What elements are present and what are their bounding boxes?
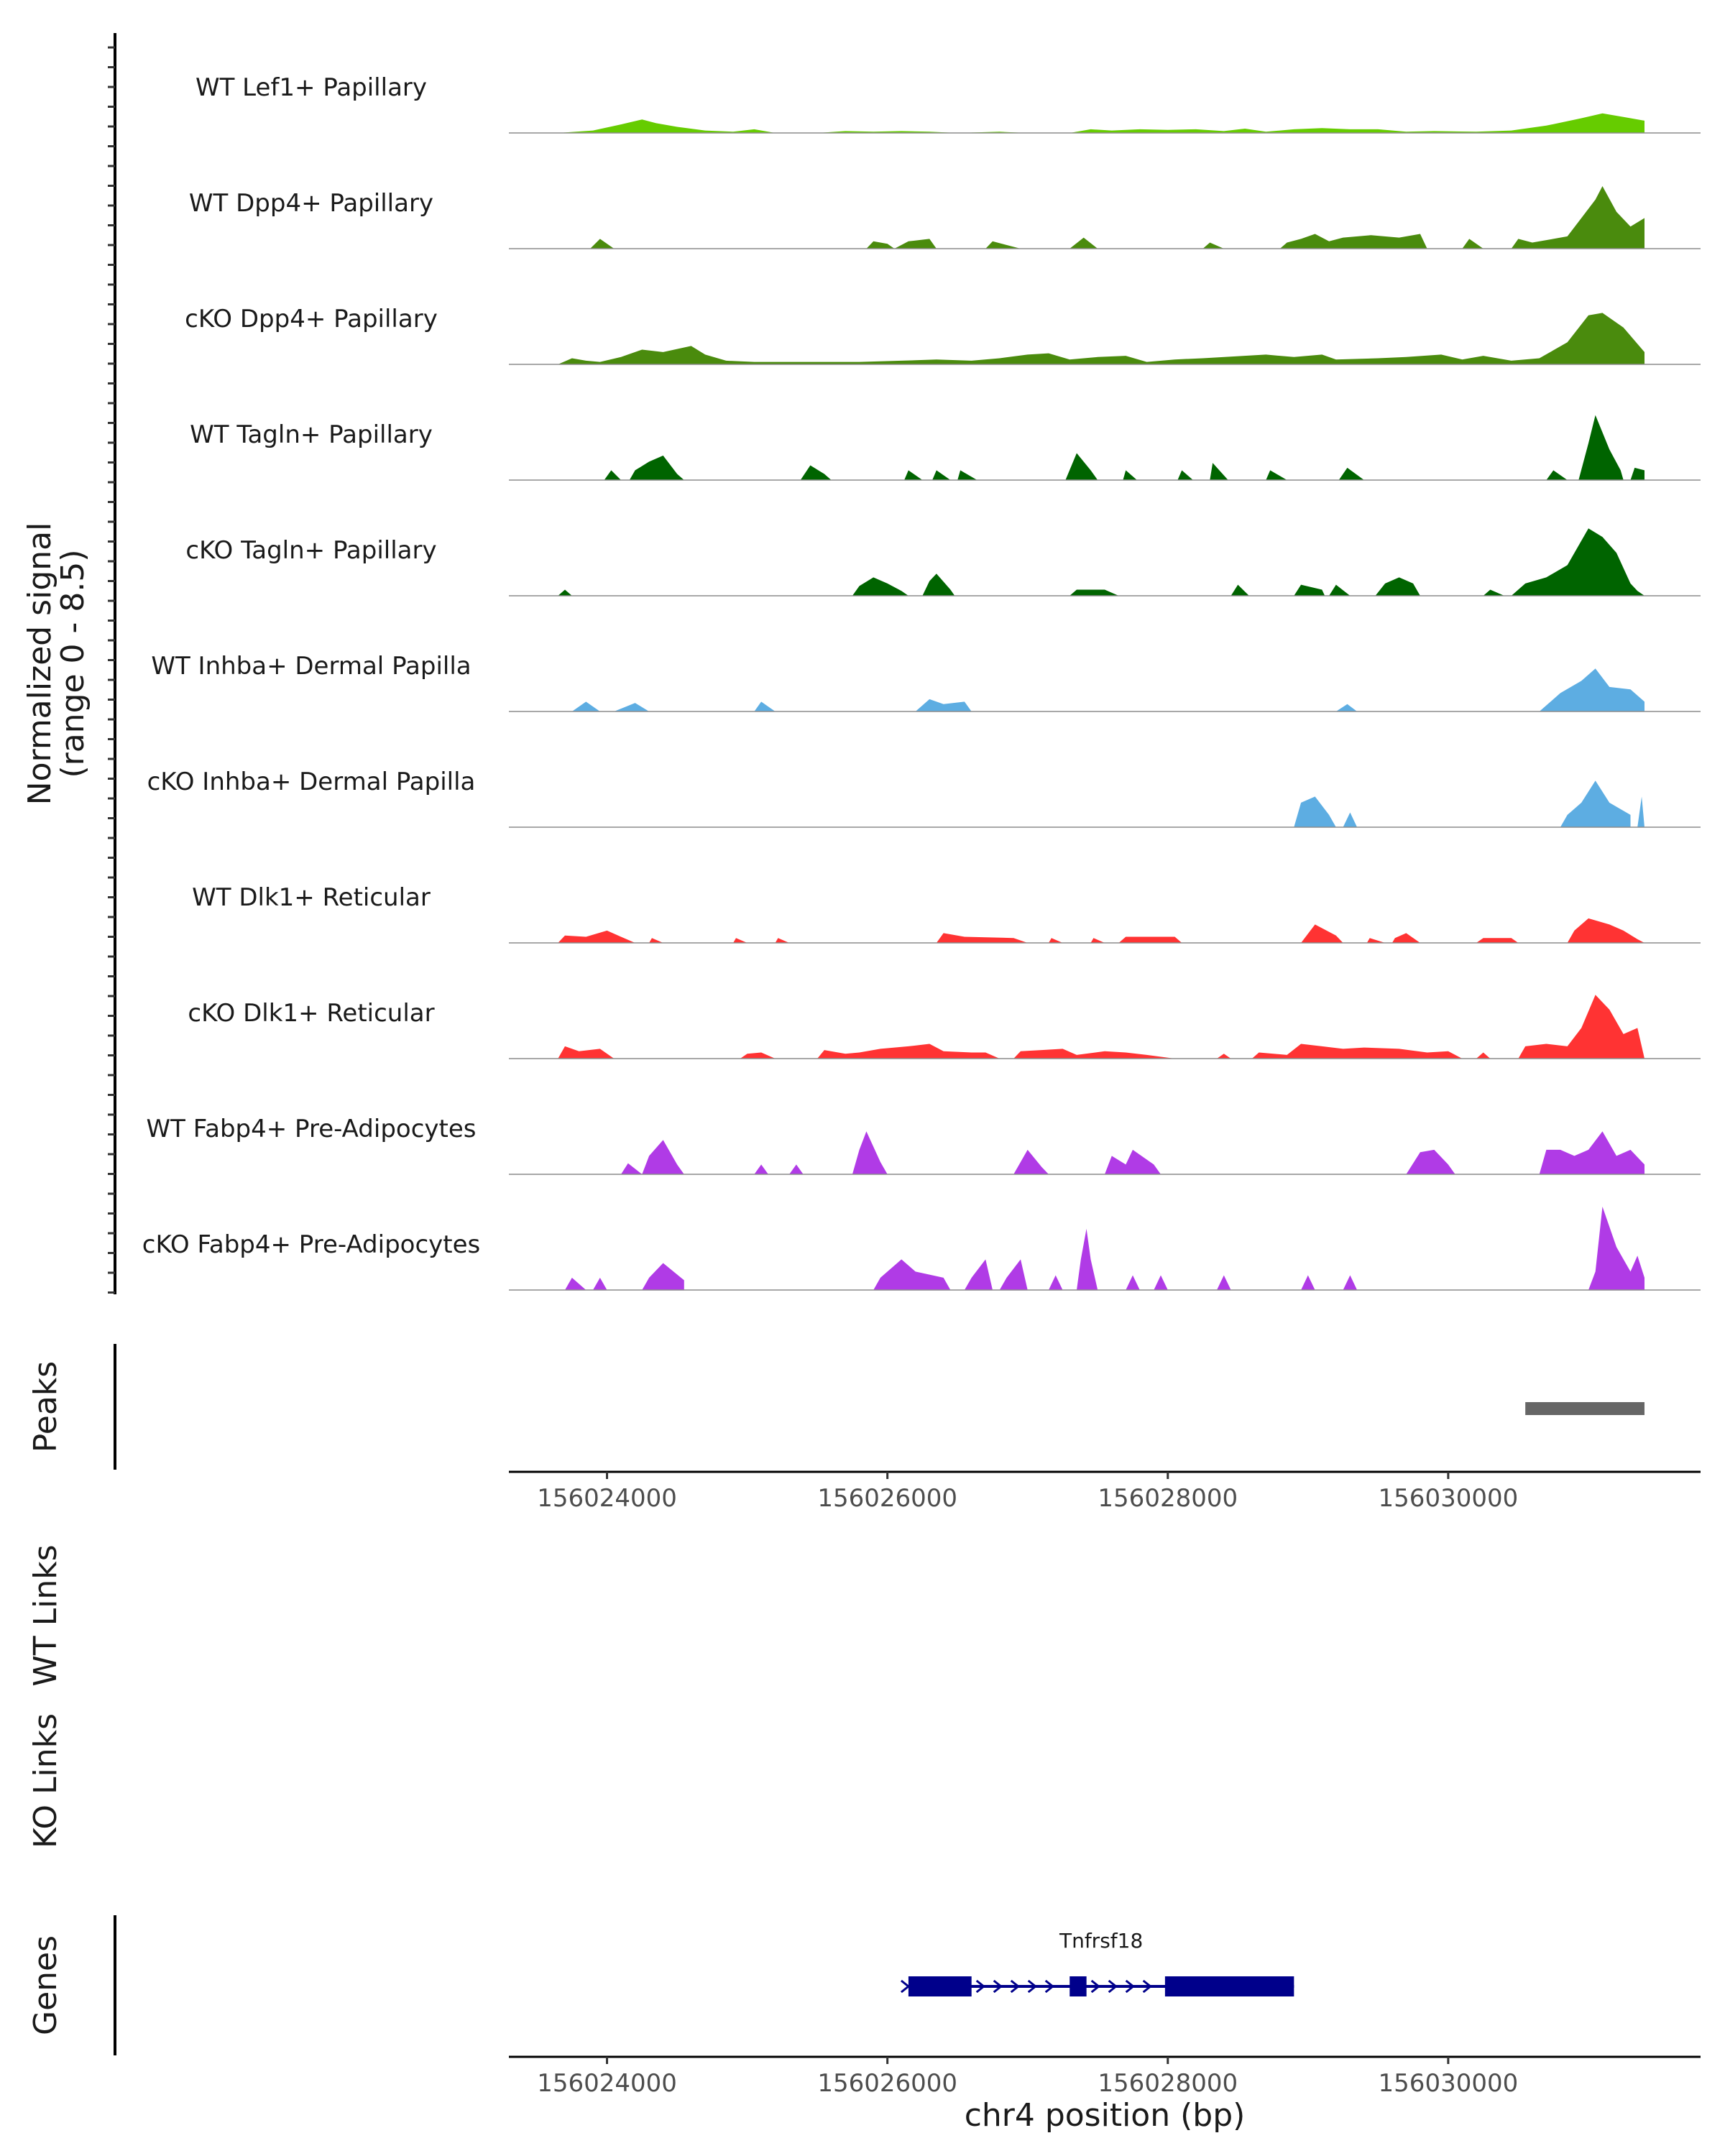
y-axis-title-line1: Normalized signal bbox=[22, 522, 58, 806]
track-label: cKO Tagln+ Papillary bbox=[185, 536, 436, 565]
track-1: WT Lef1+ Papillary bbox=[196, 73, 1701, 134]
tracks-layer: WT Lef1+ Papillary WT Dpp4+ Papillary cKO … bbox=[142, 73, 1701, 1291]
links-layer: WT Links KO Links bbox=[27, 1544, 64, 1848]
track-label: WT Dpp4+ Papillary bbox=[189, 189, 433, 218]
coverage-area bbox=[571, 668, 1644, 711]
y-axis-title-line2: (range 0 - 8.5) bbox=[55, 549, 91, 778]
peak-bar bbox=[1525, 1402, 1644, 1415]
strand-chevron bbox=[1010, 1979, 1021, 1994]
track-label: WT Dlk1+ Reticular bbox=[192, 883, 431, 912]
coverage-area bbox=[558, 113, 1644, 133]
track-5: cKO Tagln+ Papillary bbox=[185, 528, 1701, 596]
track-9: cKO Dlk1+ Reticular bbox=[188, 995, 1701, 1059]
strand-chevron bbox=[1108, 1979, 1118, 1994]
x-tick-label: 156026000 bbox=[817, 1484, 957, 1513]
gene-exon bbox=[1164, 1976, 1294, 1996]
strand-chevron bbox=[900, 1979, 911, 1994]
coverage-area bbox=[621, 1131, 1644, 1174]
strand-chevron bbox=[1044, 1979, 1055, 1994]
coverage-area bbox=[558, 313, 1644, 364]
x-tick-label: 156030000 bbox=[1379, 1484, 1519, 1513]
track-label: cKO Dlk1+ Reticular bbox=[188, 999, 434, 1028]
axes-layer: 156024000 156026000 156028000 1560300001560… bbox=[509, 1470, 1701, 2134]
coverage-area bbox=[558, 528, 1644, 596]
x-tick-label: 156024000 bbox=[537, 2069, 677, 2098]
strand-chevron bbox=[1027, 1979, 1038, 1994]
track-4: WT Tagln+ Papillary bbox=[190, 415, 1701, 481]
track-label: WT Inhba+ Dermal Papilla bbox=[151, 652, 471, 681]
track-label: WT Fabp4+ Pre-Adipocytes bbox=[147, 1115, 477, 1143]
track-10: WT Fabp4+ Pre-Adipocytes bbox=[147, 1115, 1701, 1175]
track-2: WT Dpp4+ Papillary bbox=[189, 186, 1701, 249]
coverage-area bbox=[565, 1207, 1644, 1290]
links-panel-label: KO Links bbox=[27, 1713, 64, 1848]
coverage-area bbox=[590, 186, 1644, 249]
track-label: cKO Inhba+ Dermal Papilla bbox=[147, 768, 476, 796]
track-11: cKO Fabp4+ Pre-Adipocytes bbox=[142, 1207, 1701, 1291]
genes-panel-label: Genes bbox=[27, 1935, 64, 2035]
gene-exon bbox=[908, 1976, 972, 1996]
x-tick-label: 156026000 bbox=[817, 2069, 957, 2098]
track-6: WT Inhba+ Dermal Papilla bbox=[151, 652, 1701, 712]
gene-model: Tnfrsf18 bbox=[900, 1929, 1294, 1996]
x-tick-label: 156024000 bbox=[537, 1484, 677, 1513]
x-tick-label: 156030000 bbox=[1379, 2069, 1519, 2098]
track-7: cKO Inhba+ Dermal Papilla bbox=[147, 768, 1701, 828]
track-3: cKO Dpp4+ Papillary bbox=[185, 305, 1701, 365]
gene-name-label: Tnfrsf18 bbox=[1059, 1929, 1143, 1953]
strand-chevron bbox=[975, 1979, 986, 1994]
left-axis-layer: Normalized signal(range 0 - 8.5) bbox=[22, 33, 116, 1294]
gene-exon bbox=[1070, 1976, 1087, 1996]
coverage-area bbox=[604, 415, 1644, 480]
coverage-area bbox=[558, 995, 1644, 1059]
coverage-area bbox=[1294, 780, 1644, 827]
x-tick-label: 156028000 bbox=[1098, 1484, 1238, 1513]
track-label: cKO Dpp4+ Papillary bbox=[185, 305, 438, 333]
genes-x-axis: 156024000 156026000 156028000 156030000 bbox=[509, 2055, 1701, 2098]
peaks-x-axis: 156024000 156026000 156028000 156030000 bbox=[509, 1470, 1701, 1513]
track-label: cKO Fabp4+ Pre-Adipocytes bbox=[142, 1230, 481, 1259]
strand-chevron bbox=[993, 1979, 1003, 1994]
strand-chevron bbox=[1090, 1979, 1101, 1994]
track-label: WT Tagln+ Papillary bbox=[190, 420, 433, 449]
strand-chevron bbox=[1125, 1979, 1136, 1994]
track-label: WT Lef1+ Papillary bbox=[196, 73, 427, 102]
track-8: WT Dlk1+ Reticular bbox=[192, 883, 1701, 944]
genes-layer: Genes Tnfrsf18 bbox=[27, 1915, 1294, 2055]
strand-chevron bbox=[1142, 1979, 1153, 1994]
links-panel-label: WT Links bbox=[27, 1544, 64, 1686]
x-tick-label: 156028000 bbox=[1098, 2069, 1238, 2098]
x-axis-title: chr4 position (bp) bbox=[965, 2097, 1246, 2134]
y-axis-title: Normalized signal(range 0 - 8.5) bbox=[22, 522, 91, 806]
coverage-area bbox=[558, 918, 1644, 943]
peaks-panel-label: Peaks bbox=[27, 1361, 64, 1452]
peaks-layer: Peaks bbox=[27, 1344, 1644, 1470]
